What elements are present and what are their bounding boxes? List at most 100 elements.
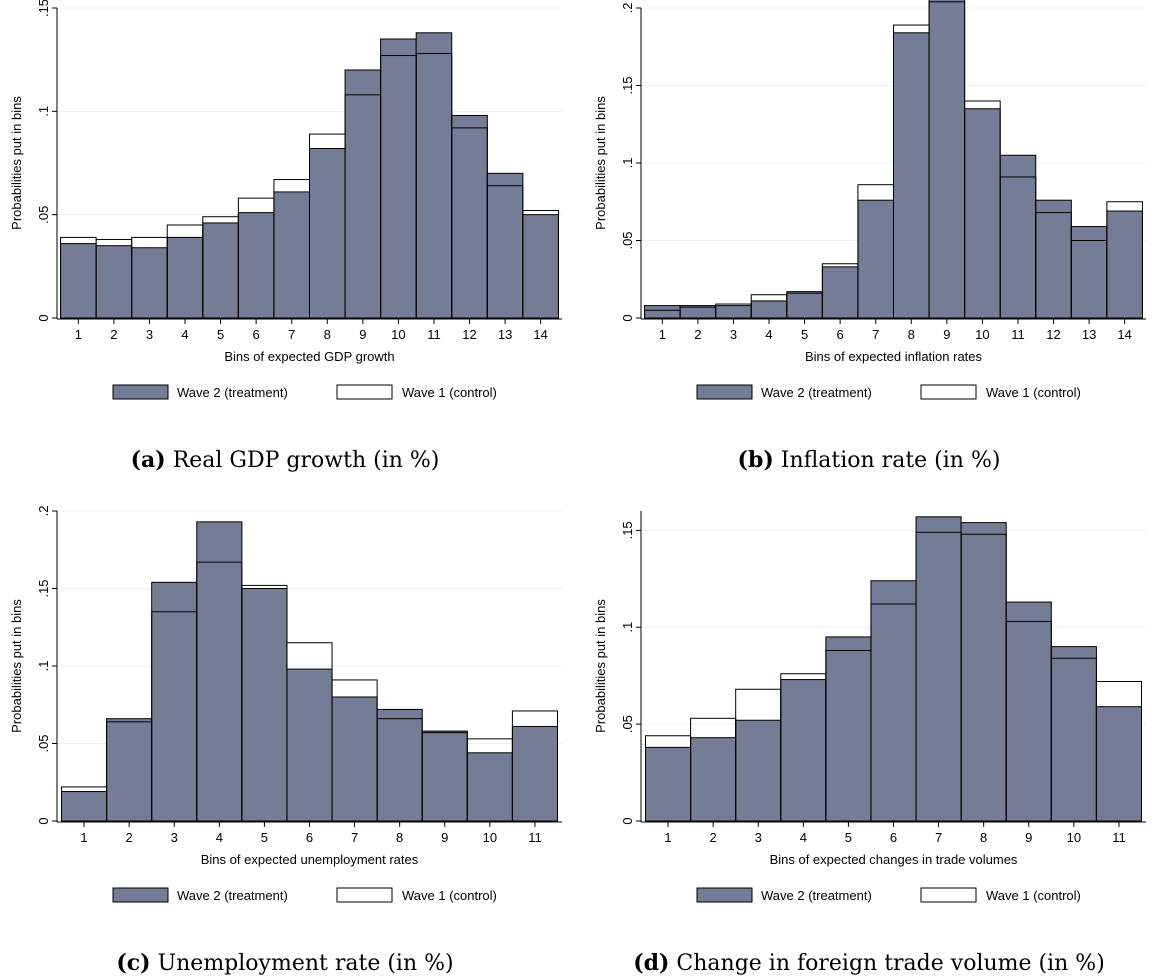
caption-b-tag: (b): [737, 447, 774, 473]
x-tick-label: 11: [427, 327, 441, 342]
x-tick-label: 12: [1046, 327, 1060, 342]
x-tick-label: 9: [441, 830, 448, 845]
y-tick-label: .2: [620, 3, 635, 14]
legend-label-control: Wave 1 (control): [402, 888, 497, 903]
x-tick-label: 8: [396, 830, 403, 845]
legend-label-control: Wave 1 (control): [986, 385, 1081, 400]
treatment-bar: [825, 636, 872, 822]
treatment-bar: [999, 154, 1037, 319]
treatment-bar: [522, 214, 559, 319]
y-tick-label: .05: [620, 231, 635, 249]
x-tick-label: 13: [498, 327, 512, 342]
x-tick-label: 9: [359, 327, 366, 342]
treatment-bar: [735, 719, 782, 822]
chart-panel-c: 0 .05 .1 .15 .2 1 2 3 4 5 6 7 8 9 10 11 Bins of expected…: [0, 503, 575, 918]
caption-a: (a) Real GDP growth (in %): [25, 447, 545, 473]
x-tick-label: 1: [659, 327, 666, 342]
treatment-bar: [421, 730, 468, 822]
treatment-bar: [1095, 706, 1142, 822]
treatment-bar: [151, 581, 198, 822]
legend-swatch-control: [920, 887, 977, 903]
x-tick-label: 10: [391, 327, 405, 342]
x-tick-label: 1: [664, 830, 671, 845]
x-tick-label: 7: [935, 830, 942, 845]
treatment-bar: [715, 305, 752, 319]
x-tick-label: 8: [980, 830, 987, 845]
legend-swatch-control: [920, 384, 977, 400]
treatment-bar: [644, 305, 681, 319]
y-axis-title: Probabilities put in bins: [9, 96, 24, 230]
treatment-bar: [131, 247, 168, 319]
x-tick-label: 4: [216, 830, 223, 845]
legend-swatch-control: [336, 384, 393, 400]
treatment-bar: [1106, 210, 1143, 319]
treatment-bar: [1050, 646, 1097, 822]
treatment-bar: [750, 300, 788, 319]
y-axis-title: Probabilities put in bins: [593, 599, 608, 733]
treatment-bar: [166, 236, 204, 319]
legend-swatch-treatment: [112, 384, 169, 400]
y-axis-title: Probabilities put in bins: [9, 599, 24, 733]
treatment-bar: [286, 668, 333, 822]
chart-panel-d: 0 .05 .1 .15 1 2 3 4 5 6 7 8 9 10 11 Bins of expected c…: [584, 503, 1159, 918]
treatment-bar: [344, 69, 382, 319]
y-tick-label: .1: [620, 158, 635, 169]
control-bar: [1106, 201, 1143, 319]
x-tick-label: 4: [765, 327, 772, 342]
treatment-bar: [786, 291, 823, 319]
control-bar: [522, 210, 559, 319]
legend-label-treatment: Wave 2 (treatment): [177, 385, 288, 400]
x-tick-label: 3: [755, 830, 762, 845]
caption-a-tag: (a): [130, 447, 166, 473]
x-tick-label: 5: [217, 327, 224, 342]
y-tick-label: 0: [620, 314, 635, 321]
x-tick-label: 14: [533, 327, 547, 342]
x-tick-label: 6: [890, 830, 897, 845]
x-tick-label: 10: [975, 327, 989, 342]
caption-d-text: Change in foreign trade volume (in %): [676, 951, 1105, 976]
legend-swatch-treatment: [112, 887, 169, 903]
y-tick-label: .1: [36, 661, 51, 672]
treatment-bar: [1005, 601, 1052, 822]
treatment-bar: [928, 0, 966, 319]
chart-c: 0 .05 .1 .15 .2 1 2 3 4 5 6 7 8 9 10 11 Bins of expected…: [9, 506, 562, 903]
treatment-bar: [964, 108, 1001, 319]
treatment-bar: [331, 696, 378, 822]
y-tick-label: 0: [620, 817, 635, 824]
treatment-bar: [202, 222, 239, 319]
x-tick-label: 4: [800, 830, 807, 845]
x-tick-label: 5: [261, 830, 268, 845]
y-tick-label: .1: [620, 622, 635, 633]
treatment-bar: [511, 725, 558, 822]
treatment-bar: [309, 148, 346, 319]
caption-d: (d) Change in foreign trade volume (in %…: [609, 950, 1129, 976]
x-tick-label: 10: [1067, 830, 1081, 845]
x-tick-label: 1: [80, 830, 87, 845]
y-tick-label: 0: [36, 817, 51, 824]
chart-d: 0 .05 .1 .15 1 2 3 4 5 6 7 8 9 10 11 Bins of expected c…: [593, 511, 1146, 903]
x-tick-label: 13: [1082, 327, 1096, 342]
x-tick-label: 8: [324, 327, 331, 342]
x-tick-label: 2: [710, 830, 717, 845]
x-tick-label: 11: [1011, 327, 1025, 342]
caption-a-text: Real GDP growth (in %): [172, 448, 440, 473]
treatment-bar: [451, 114, 488, 319]
x-tick-label: 7: [872, 327, 879, 342]
treatment-bar: [241, 588, 288, 822]
treatment-bar: [857, 199, 894, 319]
x-tick-label: 5: [845, 830, 852, 845]
legend-label-control: Wave 1 (control): [402, 385, 497, 400]
treatment-bar: [61, 791, 108, 822]
x-tick-label: 3: [730, 327, 737, 342]
treatment-bar: [821, 266, 859, 319]
x-tick-label: 4: [181, 327, 188, 342]
x-axis-title: Bins of expected changes in trade volume…: [770, 852, 1018, 867]
y-tick-label: 0: [36, 314, 51, 321]
treatment-bar: [690, 737, 737, 822]
treatment-bar: [893, 32, 930, 319]
caption-c-tag: (c): [116, 950, 151, 976]
y-axis-title: Probabilities put in bins: [593, 96, 608, 230]
caption-b: (b) Inflation rate (in %): [609, 447, 1129, 473]
treatment-bar: [1035, 199, 1072, 319]
